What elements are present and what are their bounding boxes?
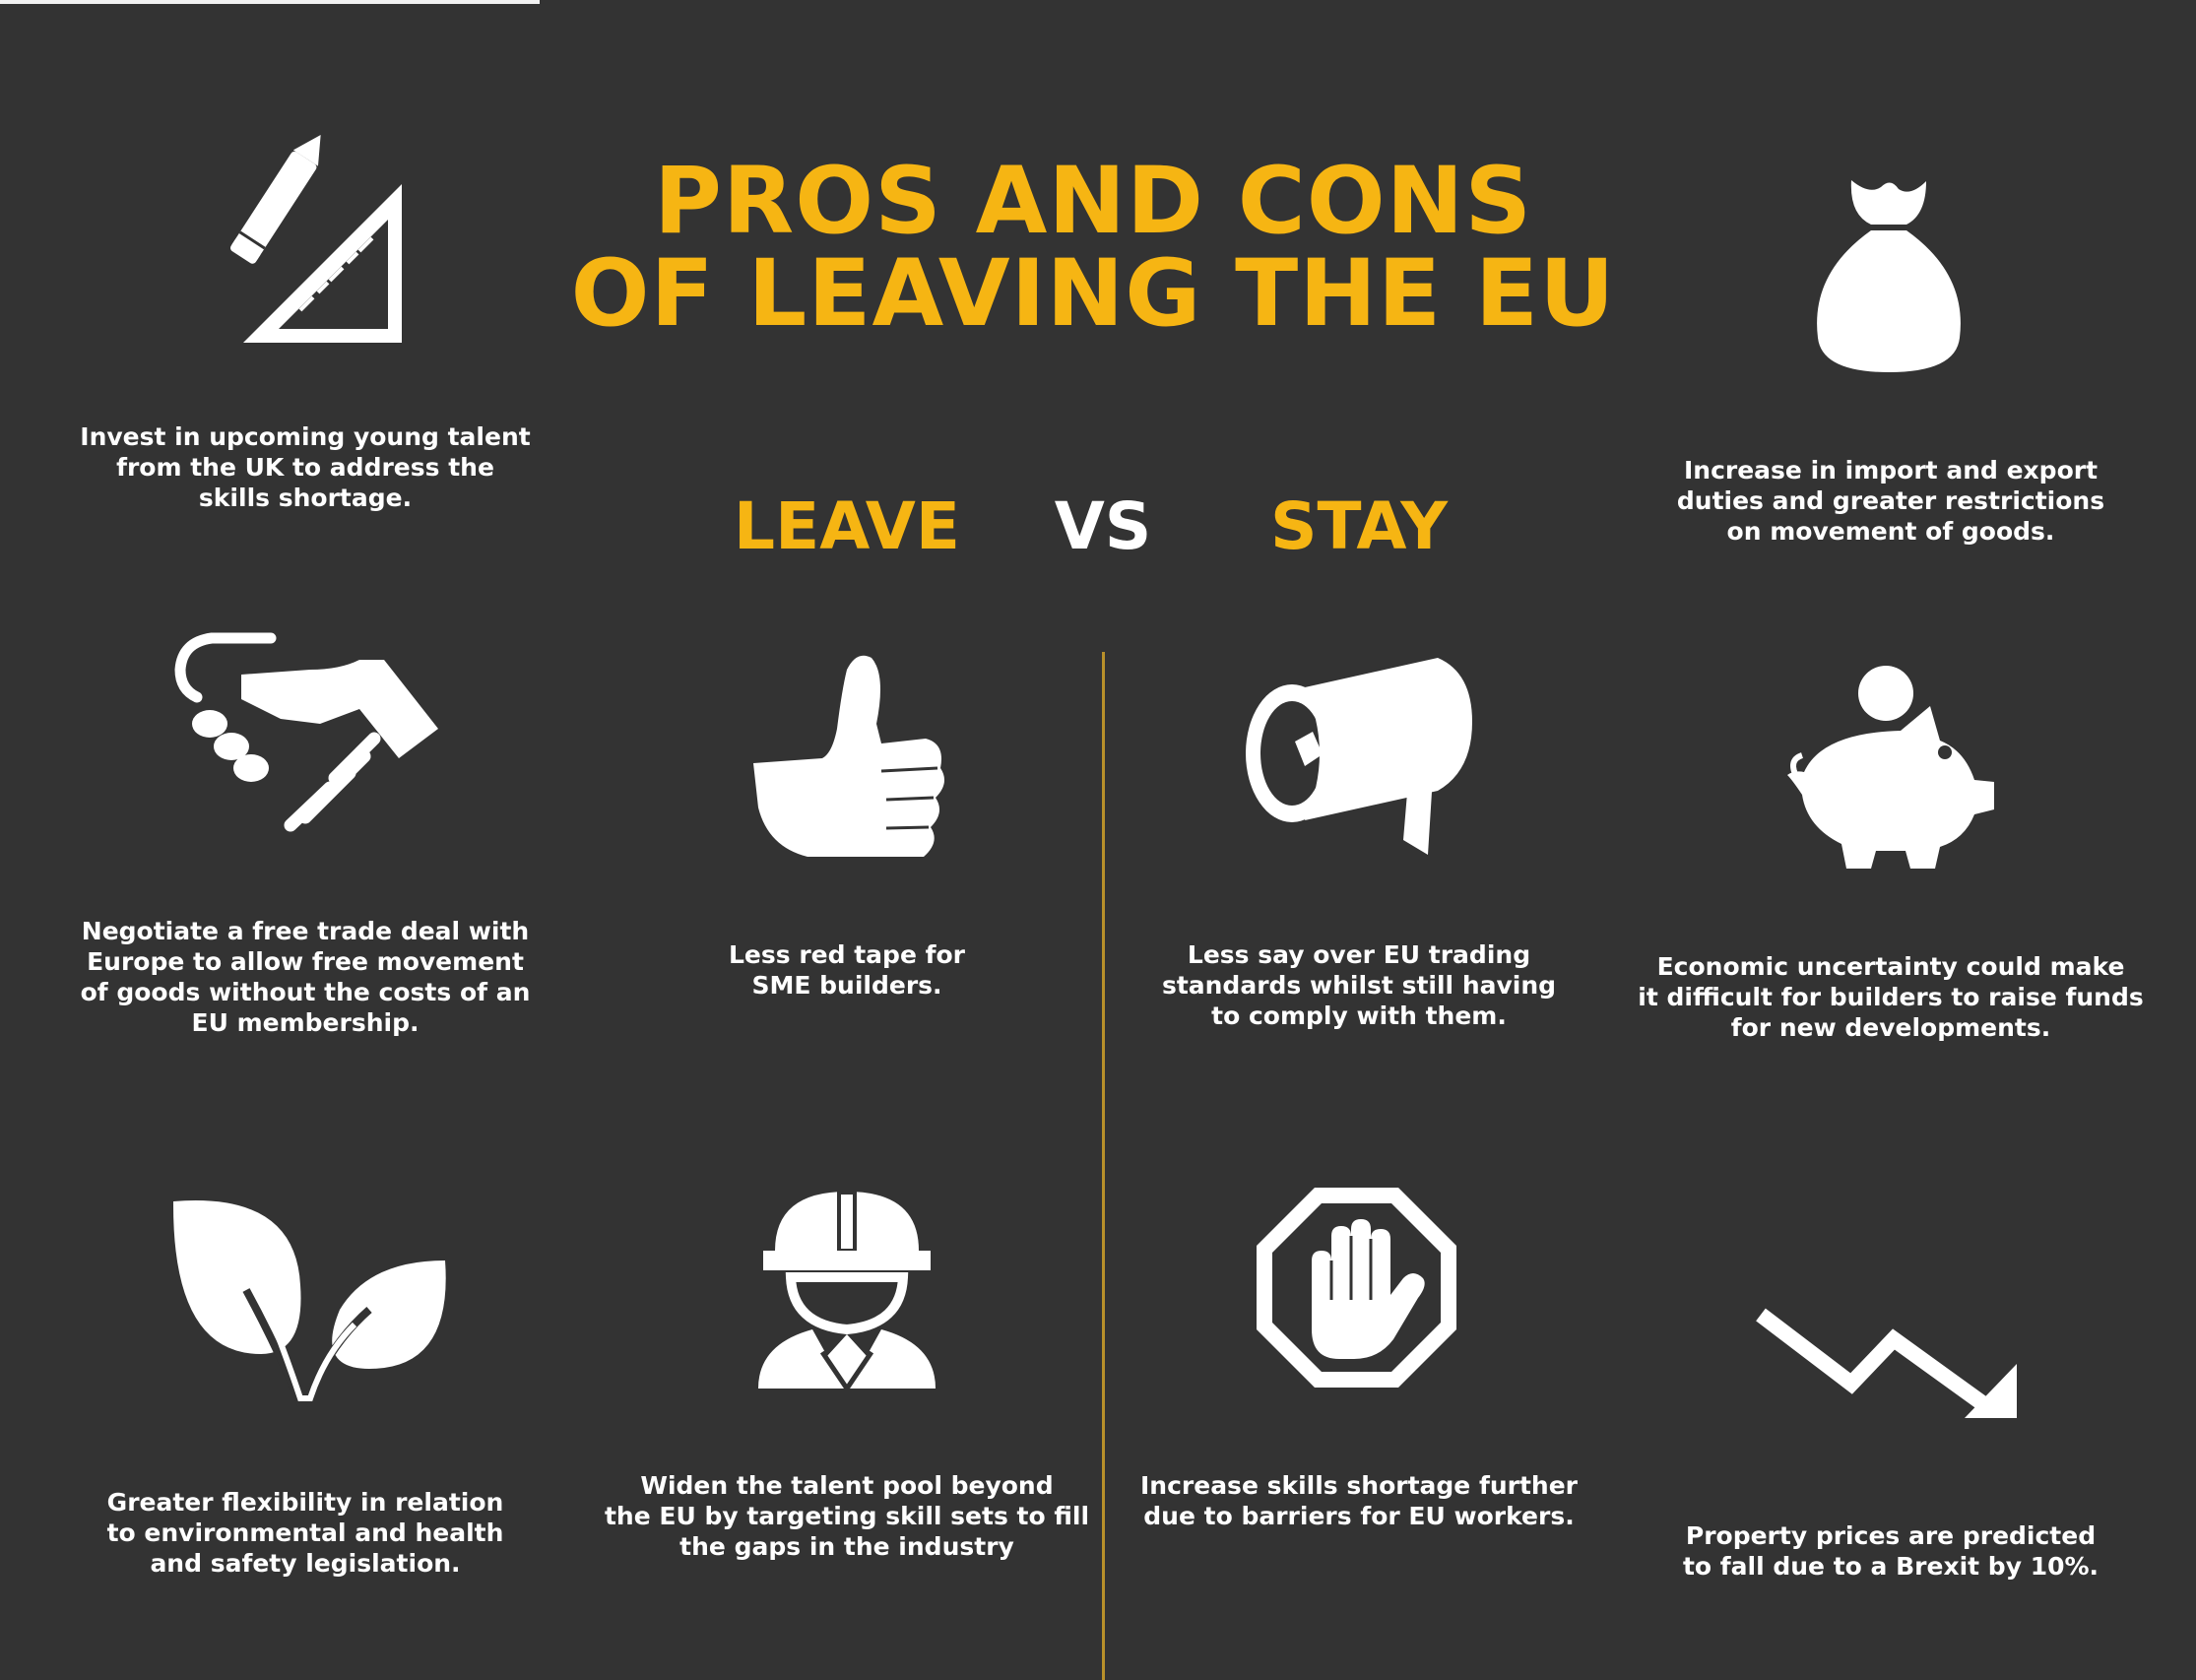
caption-line: skills shortage. xyxy=(198,484,413,512)
caption-line: due to barriers for EU workers. xyxy=(1143,1502,1575,1530)
caption-trade-deal: Negotiate a free trade deal with Europe … xyxy=(59,916,551,1038)
caption-flexibility: Greater flexibility in relation to envir… xyxy=(59,1487,551,1579)
title-line-2: OF LEAVING THE EU xyxy=(570,240,1616,348)
caption-red-tape: Less red tape for SME builders. xyxy=(591,939,1103,1001)
megaphone-icon xyxy=(1246,658,1472,855)
vs-heading: VS xyxy=(1054,488,1152,564)
caption-skills: Invest in upcoming young talent from the… xyxy=(59,421,551,513)
caption-line: the gaps in the industry xyxy=(679,1532,1014,1561)
caption-line: EU membership. xyxy=(191,1008,420,1037)
caption-line: Greater flexibility in relation xyxy=(106,1488,504,1517)
caption-line: standards whilst still having xyxy=(1161,971,1557,1000)
top-edge-strip xyxy=(0,0,540,4)
stop-hand-icon xyxy=(1257,1188,1456,1388)
caption-line: from the UK to address the xyxy=(116,453,494,482)
caption-line: duties and greater restrictions xyxy=(1676,486,2105,515)
caption-line: to fall due to a Brexit by 10%. xyxy=(1682,1552,2099,1581)
title-line-1: PROS AND CONS xyxy=(653,148,1533,255)
caption-line: Widen the talent pool beyond xyxy=(640,1471,1054,1500)
leaves-icon xyxy=(172,1200,446,1407)
pencil-and-set-square-icon xyxy=(229,135,402,343)
caption-uncertainty: Economic uncertainty could make it diffi… xyxy=(1635,951,2147,1043)
caption-line: to environmental and health xyxy=(106,1518,504,1547)
caption-line: Less say over EU trading xyxy=(1187,940,1531,969)
column-divider xyxy=(1102,652,1105,1680)
caption-line: of goods without the costs of an xyxy=(80,978,531,1006)
caption-line: SME builders. xyxy=(751,971,942,1000)
money-bag-icon xyxy=(1817,180,1961,372)
handshake-icon xyxy=(174,632,438,832)
caption-line: Invest in upcoming young talent xyxy=(80,422,531,451)
caption-line: the EU by targeting skill sets to fill xyxy=(604,1502,1090,1530)
caption-property: Property prices are predicted to fall du… xyxy=(1635,1520,2147,1582)
caption-talent-pool: Widen the talent pool beyond the EU by t… xyxy=(591,1470,1103,1562)
caption-line: to comply with them. xyxy=(1211,1002,1507,1030)
caption-line: Europe to allow free movement xyxy=(87,947,524,976)
leave-heading: LEAVE xyxy=(734,488,960,564)
caption-line: for new developments. xyxy=(1730,1013,2051,1042)
caption-line: Increase in import and export xyxy=(1683,456,2099,485)
caption-trading-standards: Less say over EU trading standards whils… xyxy=(1113,939,1605,1031)
caption-duties: Increase in import and export duties and… xyxy=(1635,455,2147,547)
piggy-bank-icon xyxy=(1787,666,1994,869)
caption-line: Increase skills shortage further xyxy=(1139,1471,1578,1500)
caption-line: it difficult for builders to raise funds xyxy=(1638,983,2144,1011)
caption-line: and safety legislation. xyxy=(150,1549,461,1578)
stay-heading: STAY xyxy=(1270,488,1448,564)
caption-line: Negotiate a free trade deal with xyxy=(81,917,530,945)
caption-line: Economic uncertainty could make xyxy=(1656,952,2125,981)
caption-line: Property prices are predicted xyxy=(1685,1521,2097,1550)
caption-skills-shortage: Increase skills shortage further due to … xyxy=(1113,1470,1605,1531)
construction-worker-icon xyxy=(758,1192,936,1393)
thumbs-up-icon xyxy=(753,655,944,857)
trend-down-arrow-icon xyxy=(1756,1308,2017,1418)
caption-line: Less red tape for xyxy=(729,940,965,969)
caption-line: on movement of goods. xyxy=(1726,517,2055,546)
